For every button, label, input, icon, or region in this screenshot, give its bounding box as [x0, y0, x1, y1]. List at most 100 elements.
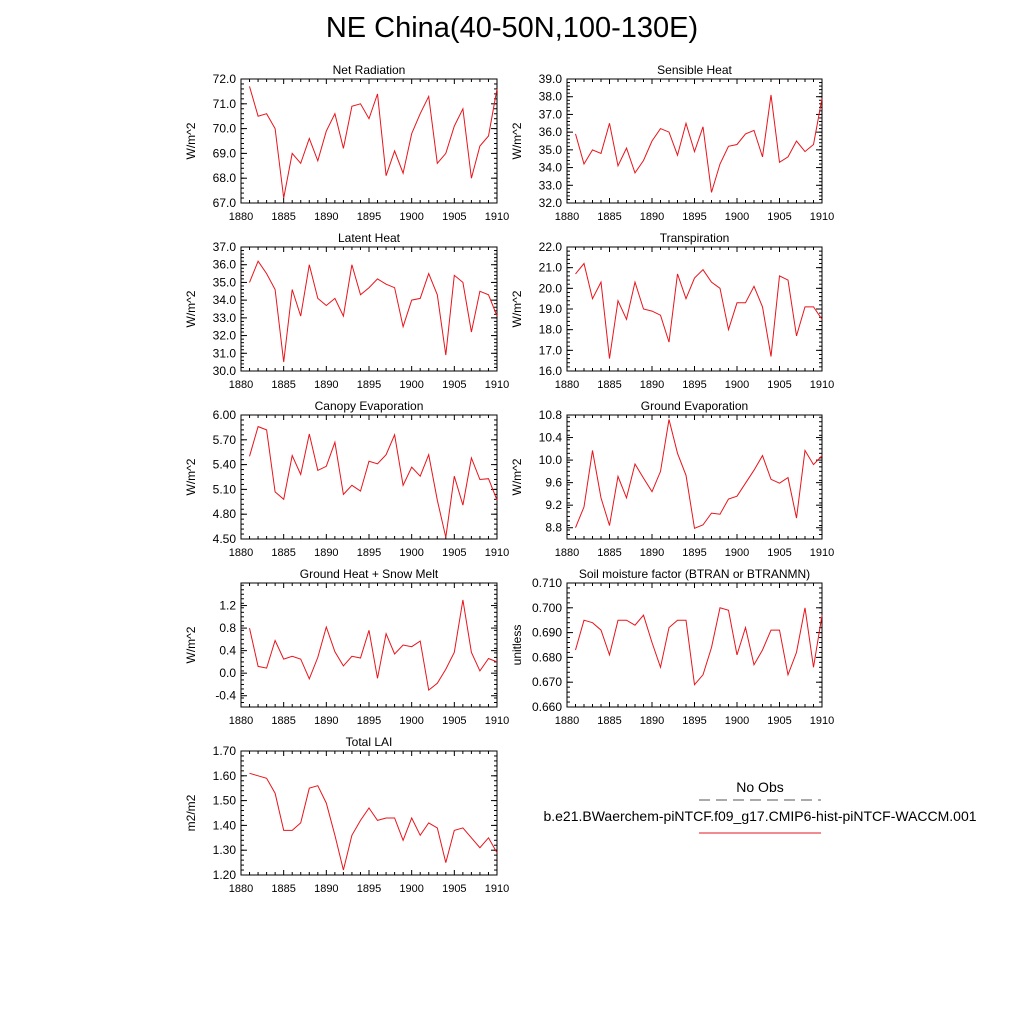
y-tick-label: 37.0 [213, 240, 237, 254]
x-tick-label: 1900 [399, 379, 423, 391]
y-tick-label: 0.680 [532, 650, 562, 664]
x-tick-label: 1880 [555, 379, 579, 391]
x-tick-label: 1905 [767, 211, 791, 223]
y-tick-label: 72.0 [213, 72, 237, 86]
panel-title: Soil moisture factor (BTRAN or BTRANMN) [579, 567, 810, 581]
chart-panel-9: Total LAI 1880 1885 1890 1895 1900 1905 1910 1.2… [184, 735, 509, 895]
x-tick-label: 1905 [442, 883, 466, 895]
chart-panel-3: Latent Heat 1880 1885 1890 1895 1900 1905 1910 3… [184, 231, 509, 391]
x-tick-label: 1880 [229, 211, 253, 223]
y-tick-label: 10.8 [539, 408, 563, 422]
x-tick-label: 1900 [399, 547, 423, 559]
x-tick-label: 1895 [682, 379, 706, 391]
x-tick-label: 1900 [725, 379, 749, 391]
chart-panel-1: Net Radiation 1880 1885 1890 1895 1900 1905 191… [184, 63, 509, 223]
y-tick-label: 0.8 [219, 621, 236, 635]
x-tick-label: 1900 [725, 211, 749, 223]
panel-title: Ground Evaporation [641, 399, 748, 413]
y-tick-label: 16.0 [539, 364, 563, 378]
plot-frame [566, 246, 823, 372]
x-tick-label: 1895 [682, 715, 706, 727]
x-tick-label: 1880 [555, 715, 579, 727]
chart-panel-6: Ground Evaporation 1880 1885 1890 1895 1900 19… [510, 399, 834, 559]
series-line [249, 772, 498, 871]
x-tick-label: 1895 [357, 883, 381, 895]
y-axis-label: unitless [510, 625, 524, 666]
x-tick-label: 1910 [810, 379, 834, 391]
y-tick-label: 18.0 [539, 323, 563, 337]
y-tick-label: 1.30 [213, 843, 237, 857]
x-tick-label: 1905 [442, 715, 466, 727]
y-tick-label: 9.2 [545, 498, 562, 512]
series-line [575, 607, 823, 686]
y-tick-label: 6.00 [213, 408, 237, 422]
x-tick-label: 1900 [725, 715, 749, 727]
x-tick-label: 1910 [810, 211, 834, 223]
x-tick-label: 1885 [597, 379, 621, 391]
y-tick-label: 0.660 [532, 700, 562, 714]
x-tick-label: 1910 [485, 547, 509, 559]
y-tick-label: 71.0 [213, 97, 237, 111]
x-tick-label: 1885 [271, 379, 295, 391]
plot-frame [240, 246, 498, 372]
page-title: NE China(40-50N,100-130E) [325, 12, 699, 44]
x-tick-label: 1910 [485, 211, 509, 223]
series-line [249, 260, 498, 363]
y-tick-label: 32.0 [539, 196, 563, 210]
y-tick-label: 10.0 [539, 453, 563, 467]
plot-frame [240, 414, 498, 540]
series-line [575, 419, 823, 529]
x-tick-label: 1900 [399, 715, 423, 727]
y-tick-label: 35.0 [213, 275, 237, 289]
legend-obs: No Obs [520, 779, 1000, 804]
y-tick-label: 1.60 [213, 769, 237, 783]
y-tick-label: 38.0 [539, 90, 563, 104]
x-tick-label: 1880 [555, 211, 579, 223]
y-tick-label: 0.0 [219, 666, 236, 680]
legend-model-line [699, 832, 821, 834]
y-tick-label: 10.4 [539, 431, 563, 445]
x-tick-label: 1910 [810, 547, 834, 559]
y-tick-label: 69.0 [213, 146, 237, 160]
y-tick-label: 1.40 [213, 818, 237, 832]
plot-frame [566, 78, 823, 204]
x-tick-label: 1880 [229, 547, 253, 559]
y-tick-label: 70.0 [213, 122, 237, 136]
chart-panel-7: Ground Heat + Snow Melt 1880 1885 1890 1895 1… [184, 567, 509, 727]
y-tick-label: 5.10 [213, 482, 237, 496]
y-tick-label: 1.20 [213, 868, 237, 882]
series-line [575, 262, 823, 359]
series-line [249, 599, 498, 692]
x-tick-label: 1895 [357, 547, 381, 559]
series-line [249, 425, 498, 538]
x-tick-label: 1885 [271, 715, 295, 727]
x-tick-label: 1905 [442, 379, 466, 391]
panel-title: Transpiration [660, 231, 730, 245]
x-tick-label: 1885 [271, 883, 295, 895]
y-axis-label: W/m^2 [184, 458, 198, 495]
x-tick-label: 1885 [271, 547, 295, 559]
y-tick-label: 0.670 [532, 675, 562, 689]
y-tick-label: 1.50 [213, 794, 237, 808]
y-tick-label: 4.80 [213, 507, 237, 521]
y-axis-label: W/m^2 [184, 122, 198, 159]
x-tick-label: 1895 [357, 379, 381, 391]
x-tick-label: 1895 [682, 547, 706, 559]
plot-frame [240, 78, 498, 204]
legend-model-label: b.e21.BWaerchem-piNTCF.f09_g17.CMIP6-his… [543, 808, 977, 824]
x-tick-label: 1895 [357, 211, 381, 223]
x-tick-label: 1890 [314, 883, 338, 895]
x-tick-label: 1880 [229, 715, 253, 727]
legend-model: b.e21.BWaerchem-piNTCF.f09_g17.CMIP6-his… [520, 808, 1000, 837]
y-tick-label: 0.700 [532, 601, 562, 615]
legend-obs-line [699, 799, 821, 801]
y-tick-label: 34.0 [539, 161, 563, 175]
x-tick-label: 1910 [485, 379, 509, 391]
plot-frame [566, 414, 823, 540]
y-tick-label: 30.0 [213, 364, 237, 378]
y-tick-label: 36.0 [213, 258, 237, 272]
x-tick-label: 1885 [597, 715, 621, 727]
chart-panel-2: Sensible Heat 1880 1885 1890 1895 1900 1905 191… [510, 63, 834, 223]
x-tick-label: 1890 [640, 379, 664, 391]
x-tick-label: 1890 [640, 211, 664, 223]
